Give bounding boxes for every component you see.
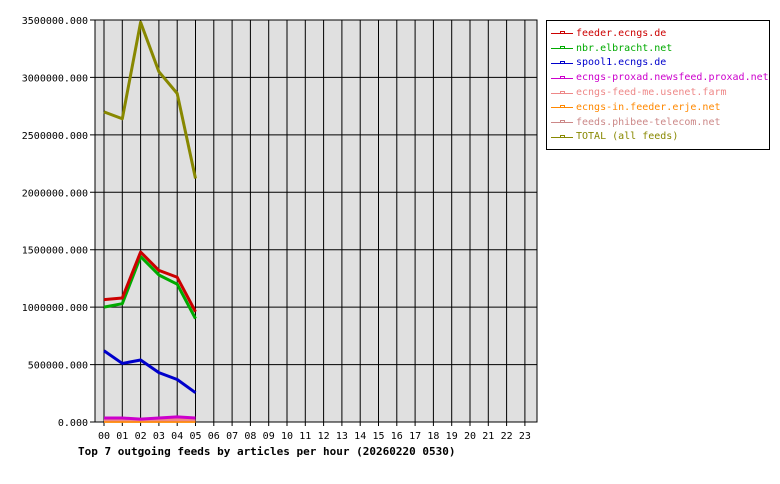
legend-item: ecngs-in.feeder.erje.net: [547, 100, 769, 115]
plot-border: [94, 19, 538, 423]
x-tick-label: 01: [116, 431, 128, 442]
x-tick-label: 16: [391, 431, 403, 442]
x-tick-label: 22: [501, 431, 513, 442]
x-tick-label: 07: [226, 431, 238, 442]
x-tick-label: 17: [409, 431, 421, 442]
x-tick-label: 13: [336, 431, 348, 442]
x-tick-label: 12: [318, 431, 330, 442]
legend-label: nbr.elbracht.net: [576, 42, 673, 54]
legend-label: ecngs-proxad.newsfeed.proxad.net: [576, 72, 769, 84]
y-tick-label: 1500000.000: [22, 246, 88, 257]
legend-item: TOTAL (all feeds): [547, 130, 769, 145]
legend-item: feeds.phibee-telecom.net: [547, 115, 769, 130]
x-tick-label: 05: [189, 431, 201, 442]
legend-item: ecngs-proxad.newsfeed.proxad.net: [547, 70, 769, 85]
legend-line-icon: [551, 132, 573, 142]
x-tick-label: 23: [519, 431, 531, 442]
y-tick-label: 2500000.000: [22, 131, 88, 142]
x-tick-label: 00: [98, 431, 110, 442]
legend-label: spool1.ecngs.de: [576, 57, 667, 69]
x-tick-label: 11: [299, 431, 311, 442]
legend-item: feeder.ecngs.de: [547, 26, 769, 41]
x-tick-label: 21: [482, 431, 494, 442]
legend-line-icon: [551, 43, 573, 53]
x-tick-label: 09: [263, 431, 275, 442]
legend-label: TOTAL (all feeds): [576, 131, 679, 143]
series-line: [103, 20, 197, 179]
x-tick-label: 08: [244, 431, 256, 442]
y-tick-label: 2000000.000: [22, 188, 88, 199]
series-line: [103, 255, 197, 320]
x-tick-label: 06: [208, 431, 220, 442]
legend-line-icon: [551, 58, 573, 68]
x-tick-label: 15: [372, 431, 384, 442]
x-tick-label: 19: [446, 431, 458, 442]
x-tick-label: 18: [427, 431, 439, 442]
x-tick-label: 02: [135, 431, 147, 442]
x-tick-label: 04: [171, 431, 183, 442]
series-line: [103, 349, 197, 394]
legend-line-icon: [551, 28, 573, 38]
x-tick-label: 03: [153, 431, 165, 442]
x-tick-label: 14: [354, 431, 366, 442]
legend-line-icon: [551, 73, 573, 83]
series-line: [104, 415, 196, 421]
y-tick-label: 1000000.000: [22, 303, 88, 314]
y-tick-label: 0.000: [58, 418, 88, 429]
legend-label: feeder.ecngs.de: [576, 27, 667, 39]
legend-item: nbr.elbracht.net: [547, 41, 769, 56]
chart-legend: feeder.ecngs.de nbr.elbracht.net spool1.ec…: [546, 20, 770, 150]
chart-title: Top 7 outgoing feeds by articles per hou…: [78, 445, 456, 458]
x-tick-label: 10: [281, 431, 293, 442]
y-tick-label: 3000000.000: [22, 73, 88, 84]
legend-line-icon: [551, 117, 573, 127]
legend-label: feeds.phibee-telecom.net: [576, 116, 721, 128]
x-tick-label: 20: [464, 431, 476, 442]
y-tick-label: 3500000.000: [22, 16, 88, 27]
legend-line-icon: [551, 102, 573, 112]
legend-line-icon: [551, 88, 573, 98]
y-tick-label: 500000.000: [28, 361, 88, 372]
legend-item: ecngs-feed-me.usenet.farm: [547, 85, 769, 100]
plot-area: [95, 20, 537, 422]
legend-item: spool1.ecngs.de: [547, 56, 769, 71]
legend-label: ecngs-in.feeder.erje.net: [576, 101, 721, 113]
series-line: [103, 250, 197, 313]
legend-label: ecngs-feed-me.usenet.farm: [576, 87, 727, 99]
